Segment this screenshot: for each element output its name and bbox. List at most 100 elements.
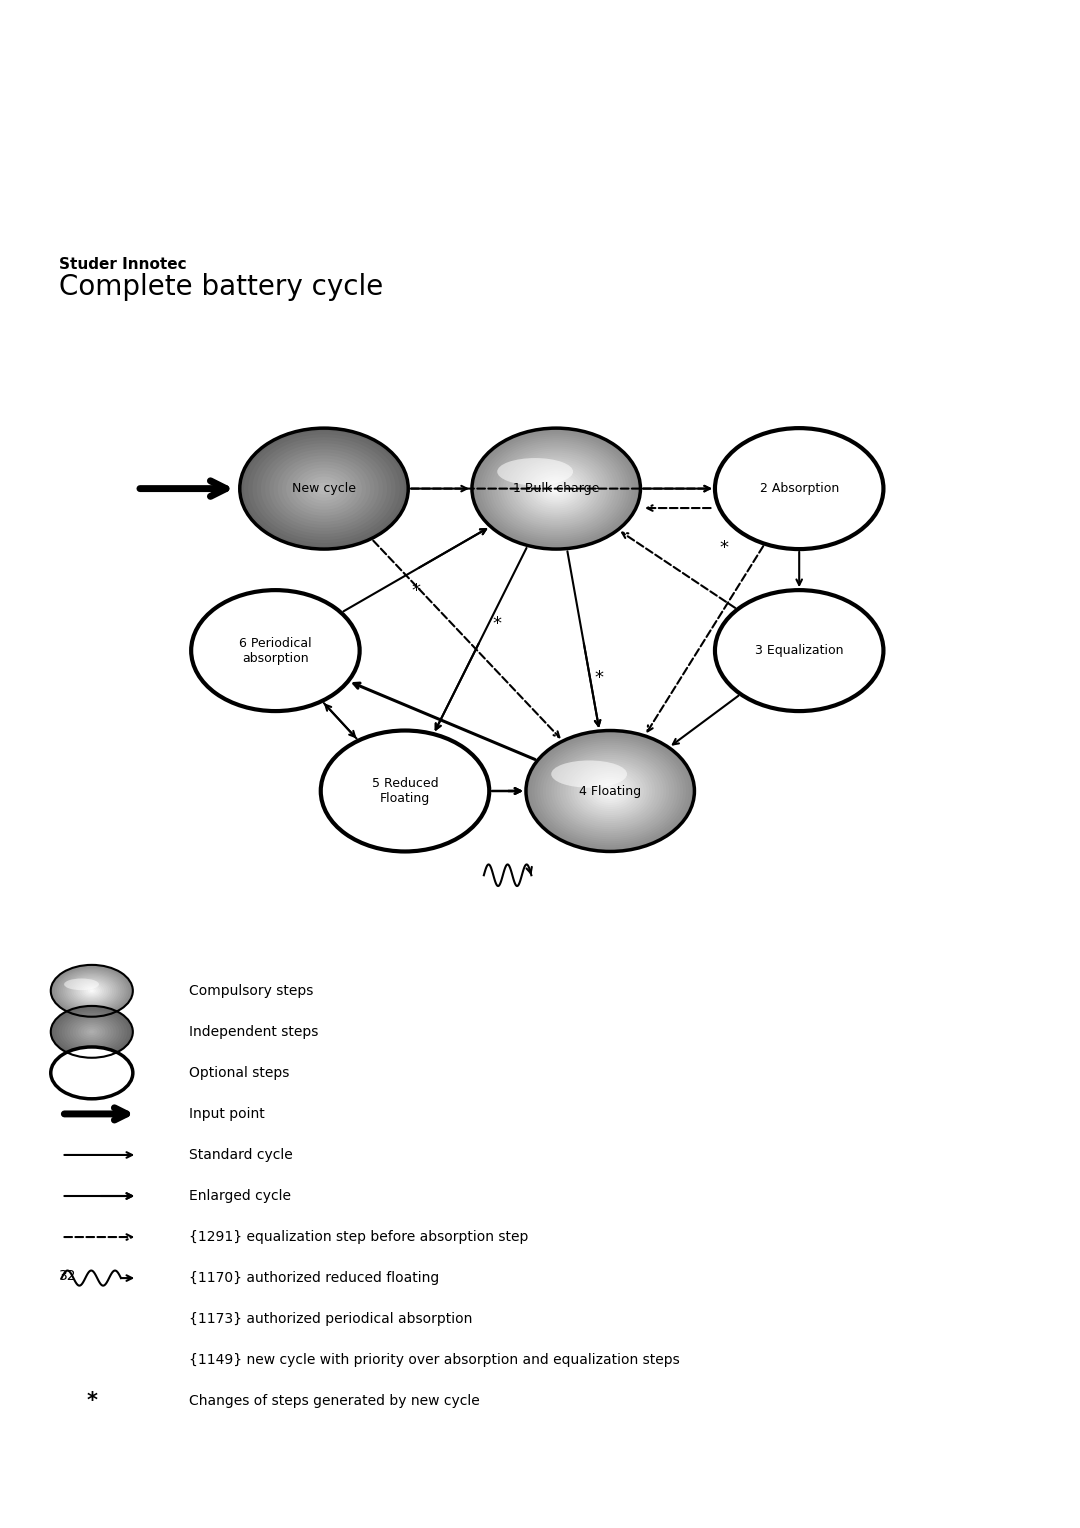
- Ellipse shape: [497, 446, 616, 530]
- Ellipse shape: [548, 483, 565, 495]
- Ellipse shape: [514, 458, 598, 520]
- Ellipse shape: [605, 787, 616, 795]
- Ellipse shape: [59, 970, 124, 1012]
- Ellipse shape: [715, 590, 883, 711]
- Text: Input point: Input point: [189, 1106, 265, 1122]
- Ellipse shape: [588, 775, 633, 807]
- Ellipse shape: [509, 454, 604, 523]
- Ellipse shape: [542, 478, 570, 498]
- Text: Optional steps: Optional steps: [189, 1067, 289, 1080]
- Ellipse shape: [53, 966, 131, 1016]
- Ellipse shape: [73, 979, 110, 1002]
- Ellipse shape: [537, 738, 684, 843]
- Ellipse shape: [554, 750, 666, 831]
- Ellipse shape: [602, 785, 619, 798]
- Ellipse shape: [191, 590, 360, 711]
- Ellipse shape: [85, 987, 98, 995]
- Ellipse shape: [475, 431, 637, 547]
- Ellipse shape: [321, 730, 489, 851]
- Ellipse shape: [553, 486, 559, 490]
- Ellipse shape: [540, 741, 680, 842]
- Text: Complete battery cycle: Complete battery cycle: [59, 274, 383, 301]
- Ellipse shape: [568, 761, 652, 821]
- Text: *: *: [595, 669, 604, 686]
- Ellipse shape: [83, 986, 100, 996]
- Ellipse shape: [715, 428, 883, 549]
- Ellipse shape: [481, 434, 632, 542]
- Text: *: *: [719, 539, 728, 558]
- Ellipse shape: [269, 449, 379, 527]
- Text: Changes of steps generated by new cycle: Changes of steps generated by new cycle: [189, 1394, 480, 1409]
- Ellipse shape: [526, 730, 694, 851]
- Ellipse shape: [83, 1027, 100, 1038]
- Ellipse shape: [70, 1018, 113, 1045]
- Ellipse shape: [307, 477, 341, 501]
- Ellipse shape: [511, 457, 602, 521]
- Ellipse shape: [86, 1028, 97, 1036]
- Ellipse shape: [565, 759, 656, 824]
- Ellipse shape: [528, 469, 584, 509]
- Ellipse shape: [76, 981, 108, 1001]
- Ellipse shape: [315, 483, 333, 495]
- Ellipse shape: [81, 1025, 103, 1039]
- Text: {1170} authorized reduced floating: {1170} authorized reduced floating: [189, 1271, 440, 1285]
- Ellipse shape: [51, 1005, 133, 1057]
- Ellipse shape: [299, 471, 349, 507]
- Text: *: *: [492, 614, 501, 633]
- Ellipse shape: [62, 972, 123, 1010]
- Ellipse shape: [573, 766, 647, 817]
- Ellipse shape: [525, 466, 588, 510]
- Ellipse shape: [273, 452, 375, 526]
- Ellipse shape: [261, 443, 388, 533]
- Ellipse shape: [69, 976, 114, 1005]
- Ellipse shape: [534, 472, 579, 504]
- Ellipse shape: [90, 990, 94, 992]
- Text: {1173} authorized periodical absorption: {1173} authorized periodical absorption: [189, 1313, 472, 1326]
- Ellipse shape: [505, 452, 607, 526]
- Ellipse shape: [54, 1007, 130, 1056]
- Ellipse shape: [531, 471, 581, 507]
- Text: 2 Absorption: 2 Absorption: [759, 483, 839, 495]
- Ellipse shape: [585, 773, 635, 810]
- Ellipse shape: [56, 1010, 127, 1054]
- Ellipse shape: [537, 475, 576, 503]
- Ellipse shape: [291, 465, 357, 513]
- Ellipse shape: [491, 442, 621, 535]
- Text: 32: 32: [59, 1270, 77, 1284]
- Text: 1 Bulk charge: 1 Bulk charge: [513, 483, 599, 495]
- Ellipse shape: [495, 445, 618, 533]
- Text: Studer Innotec: Studer Innotec: [59, 257, 187, 272]
- Text: Standard cycle: Standard cycle: [189, 1148, 293, 1161]
- Ellipse shape: [320, 486, 328, 492]
- Ellipse shape: [523, 465, 590, 513]
- Ellipse shape: [76, 1022, 108, 1042]
- Ellipse shape: [593, 779, 627, 804]
- Ellipse shape: [500, 448, 612, 529]
- Ellipse shape: [545, 480, 567, 497]
- Ellipse shape: [563, 756, 658, 825]
- Ellipse shape: [571, 762, 649, 819]
- Text: Compulsory steps: Compulsory steps: [189, 984, 313, 998]
- Ellipse shape: [543, 743, 677, 839]
- Ellipse shape: [67, 1016, 117, 1047]
- Text: 6 Periodical
absorption: 6 Periodical absorption: [239, 637, 312, 665]
- Ellipse shape: [577, 767, 644, 816]
- Ellipse shape: [311, 480, 337, 498]
- Ellipse shape: [477, 432, 635, 545]
- Ellipse shape: [539, 477, 573, 501]
- Ellipse shape: [551, 484, 562, 492]
- Ellipse shape: [244, 431, 404, 545]
- Ellipse shape: [82, 984, 103, 998]
- Ellipse shape: [535, 736, 686, 845]
- Ellipse shape: [579, 769, 642, 813]
- Ellipse shape: [55, 967, 129, 1015]
- Text: {1291} equalization step before absorption step: {1291} equalization step before absorpti…: [189, 1230, 528, 1244]
- Ellipse shape: [72, 1019, 111, 1044]
- Ellipse shape: [517, 460, 595, 516]
- Ellipse shape: [519, 463, 593, 515]
- Ellipse shape: [596, 781, 624, 801]
- Ellipse shape: [278, 455, 370, 523]
- Ellipse shape: [582, 770, 638, 811]
- Ellipse shape: [591, 776, 630, 805]
- Ellipse shape: [253, 437, 395, 539]
